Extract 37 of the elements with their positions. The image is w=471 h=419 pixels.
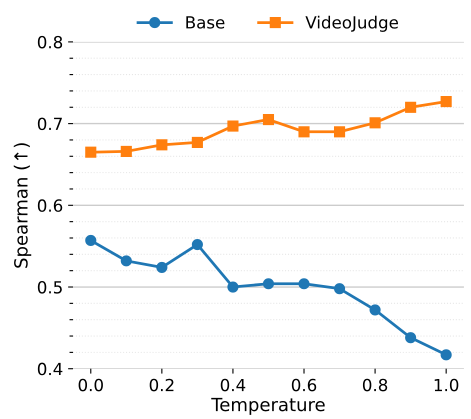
y-tick-label: 0.5 [38, 280, 62, 294]
x-tick-label: 0.8 [362, 378, 388, 392]
point [370, 117, 381, 128]
x-tick-label: 1.0 [434, 378, 458, 392]
point [298, 278, 310, 290]
point [334, 283, 346, 294]
point [298, 126, 310, 138]
legend-label: Base [186, 16, 224, 29]
y-tick-label: 0.7 [38, 118, 62, 130]
y-tick-label: 0.4 [38, 362, 62, 376]
point [440, 96, 452, 108]
point [85, 146, 96, 158]
point [192, 136, 203, 148]
point [192, 238, 203, 250]
x-axis-title: Temperature [211, 398, 325, 415]
point [85, 234, 96, 246]
y-tick-label: 0.6 [38, 199, 62, 212]
point [120, 146, 132, 157]
y-tick-label: 0.8 [38, 36, 62, 48]
point [334, 126, 346, 138]
point [262, 278, 274, 290]
point [156, 139, 168, 150]
point [405, 332, 416, 344]
y-axis-title: Spearman (↑) [14, 143, 32, 268]
point [156, 262, 168, 273]
point [227, 281, 238, 293]
point [262, 114, 274, 126]
point [440, 349, 452, 360]
point [120, 255, 132, 266]
x-tick-label: 0.4 [220, 378, 246, 392]
point [227, 120, 238, 132]
legend-label: VideoJudge [305, 16, 398, 32]
x-tick-label: 0.0 [78, 378, 103, 392]
x-tick-label: 0.2 [150, 378, 174, 392]
point [405, 102, 416, 113]
x-tick-label: 0.6 [292, 378, 316, 392]
point [370, 304, 381, 316]
